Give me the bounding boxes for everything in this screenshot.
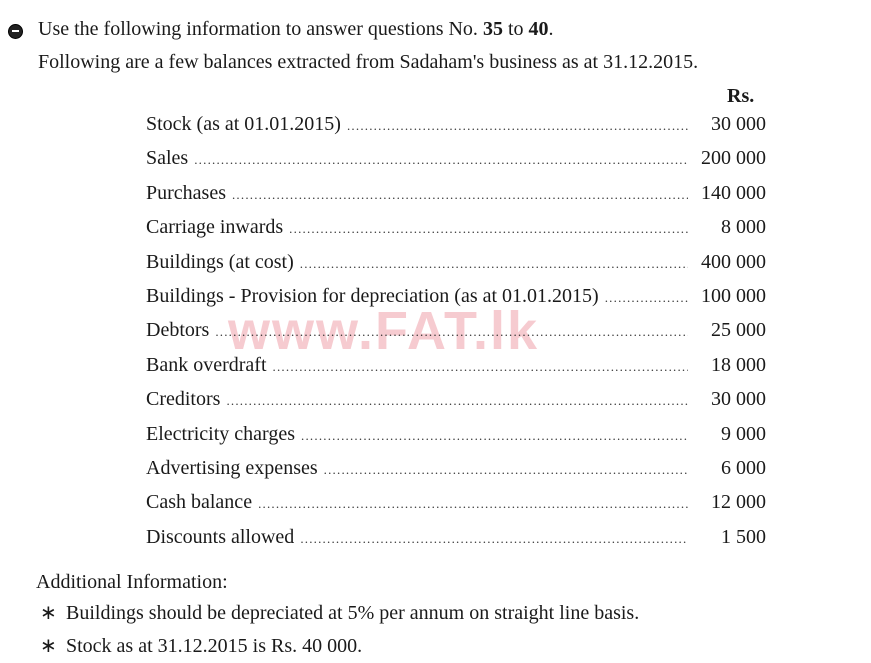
balance-row: Buildings (at cost) 400 000	[146, 251, 766, 277]
balance-label: Cash balance	[146, 491, 253, 514]
balance-value: 30 000	[711, 113, 766, 135]
currency-header: Rs.	[727, 85, 755, 107]
balance-row: Bank overdraft 18 000	[146, 354, 766, 380]
balance-label: Stock (as at 01.01.2015)	[146, 113, 341, 135]
note-text: Buildings should be depreciated at 5% pe…	[66, 602, 640, 624]
balance-value: 30 000	[711, 388, 766, 411]
balance-label: Buildings (at cost)	[146, 250, 294, 273]
leader-dots	[324, 462, 688, 478]
leader-dots	[194, 152, 688, 168]
balance-value: 9 000	[721, 422, 766, 445]
additional-heading: Additional Information:	[36, 571, 228, 593]
balance-row: Advertising expenses 6 000	[146, 457, 766, 483]
instruction: Use the following information to answer …	[38, 18, 554, 41]
leader-dots	[300, 256, 688, 272]
balance-label: Buildings - Provision for depreciation (…	[146, 285, 599, 307]
balance-label: Advertising expenses	[146, 457, 318, 479]
question-from: 35	[482, 18, 503, 40]
asterisk-icon: ∗	[40, 635, 57, 657]
leader-dots	[215, 324, 688, 340]
leader-dots	[232, 187, 688, 203]
balance-label: Discounts allowed	[146, 525, 295, 548]
balance-row: Cash balance 12 000	[146, 491, 766, 517]
balance-row: Electricity charges 9 000	[146, 423, 766, 449]
asterisk-icon: ∗	[40, 602, 57, 624]
leader-dots	[258, 496, 688, 512]
instruction-to: to	[502, 18, 529, 40]
balance-label: Carriage inwards	[146, 216, 284, 239]
note-text: Stock as at 31.12.2015 is Rs. 40 000.	[66, 635, 363, 657]
leader-dots	[301, 428, 688, 444]
balance-row: Buildings - Provision for depreciation (…	[146, 285, 766, 311]
balance-row: Sales 200 000	[146, 147, 766, 173]
note-item: ∗ Stock as at 31.12.2015 is Rs. 40 000.	[40, 633, 362, 658]
balance-row: Debtors 25 000	[146, 319, 766, 345]
balance-value: 25 000	[711, 319, 766, 342]
balance-label: Electricity charges	[146, 422, 296, 445]
balance-value: 8 000	[721, 216, 766, 239]
balance-label: Purchases	[146, 181, 226, 204]
balance-value: 400 000	[701, 250, 766, 273]
leader-dots	[347, 118, 688, 134]
balance-value: 12 000	[711, 491, 766, 514]
question-to: 40	[528, 18, 549, 40]
balance-label: Debtors	[146, 319, 210, 342]
balance-value: 100 000	[701, 285, 766, 307]
balance-label: Sales	[146, 147, 189, 170]
note-item: ∗ Buildings should be depreciated at 5% p…	[40, 600, 639, 625]
leader-dots	[289, 221, 688, 237]
balance-label: Creditors	[146, 388, 221, 411]
balance-row: Creditors 30 000	[146, 388, 766, 414]
bullet-icon	[8, 24, 23, 39]
balance-row: Carriage inwards 8 000	[146, 216, 766, 242]
balance-value: 6 000	[721, 457, 766, 479]
balance-row: Stock (as at 01.01.2015) 30 000	[146, 113, 766, 139]
balance-row: Purchases 140 000	[146, 182, 766, 208]
leader-dots	[226, 393, 688, 409]
balance-value: 1 500	[721, 525, 766, 548]
instruction-end: .	[548, 18, 554, 40]
balance-value: 18 000	[711, 353, 766, 376]
leader-dots	[605, 290, 688, 306]
balance-label: Bank overdraft	[146, 353, 267, 376]
balance-value: 140 000	[701, 181, 766, 204]
instruction-text: Use the following information to answer …	[38, 18, 483, 40]
leader-dots	[273, 359, 688, 375]
balance-row: Discounts allowed 1 500	[146, 526, 766, 552]
balance-value: 200 000	[701, 147, 766, 170]
leader-dots	[300, 531, 688, 547]
subtitle: Following are a few balances extracted f…	[38, 51, 699, 73]
